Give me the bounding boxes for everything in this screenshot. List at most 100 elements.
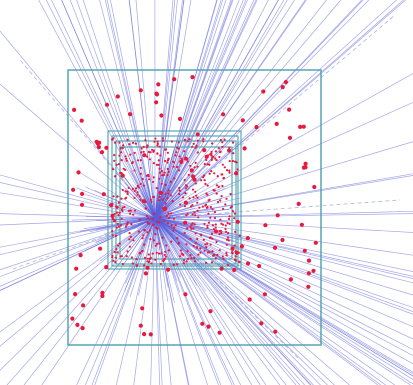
point xyxy=(205,261,208,264)
ray-line xyxy=(94,217,156,385)
point xyxy=(218,249,221,252)
point-large xyxy=(219,266,224,271)
point xyxy=(234,160,237,163)
point-large xyxy=(142,153,147,158)
point xyxy=(142,145,145,148)
point xyxy=(156,220,159,223)
point xyxy=(187,173,190,177)
point-large xyxy=(275,213,280,218)
point xyxy=(212,228,215,231)
point xyxy=(164,159,167,163)
ray-line xyxy=(154,0,174,219)
point-large xyxy=(172,77,177,82)
point xyxy=(139,166,142,170)
point-large xyxy=(70,316,75,321)
point xyxy=(214,257,217,260)
point xyxy=(206,224,209,227)
point xyxy=(155,163,158,166)
point xyxy=(212,155,215,158)
point xyxy=(142,184,145,187)
point xyxy=(179,203,182,206)
point xyxy=(115,226,118,229)
point xyxy=(191,213,194,216)
point xyxy=(120,159,123,162)
ray-line xyxy=(154,0,269,219)
ray-line-short xyxy=(120,158,156,219)
ray-line-short xyxy=(154,167,198,219)
ray-line xyxy=(154,0,370,219)
point xyxy=(148,158,151,161)
point xyxy=(162,219,165,222)
point xyxy=(126,190,129,193)
point xyxy=(172,229,175,232)
ray-line-short xyxy=(154,208,216,219)
point xyxy=(155,251,158,254)
point xyxy=(177,241,180,245)
point-large xyxy=(183,200,188,205)
point xyxy=(147,150,150,154)
point xyxy=(164,255,168,258)
ray-line-short xyxy=(79,172,156,219)
point xyxy=(191,145,194,148)
point-large xyxy=(104,145,109,150)
inner-box xyxy=(111,135,239,267)
point xyxy=(116,222,119,225)
point xyxy=(161,236,164,239)
ray-line xyxy=(154,217,413,375)
point xyxy=(138,218,141,221)
point xyxy=(158,252,161,255)
ray-line-short xyxy=(154,197,241,219)
point xyxy=(156,140,159,143)
ray-line xyxy=(0,217,156,277)
point-large xyxy=(259,321,264,326)
ray-line xyxy=(69,0,156,219)
point xyxy=(143,229,146,232)
point-large xyxy=(79,202,85,207)
point-large xyxy=(166,267,171,272)
point xyxy=(178,186,181,190)
point xyxy=(167,212,170,215)
point xyxy=(139,182,142,186)
point xyxy=(131,262,134,265)
point-large xyxy=(96,145,101,150)
point xyxy=(186,140,189,143)
ray-line xyxy=(38,0,156,219)
point xyxy=(198,206,201,209)
point xyxy=(122,144,125,147)
point-large xyxy=(296,201,301,206)
point xyxy=(161,198,164,201)
point xyxy=(114,175,117,178)
point xyxy=(172,217,175,220)
point xyxy=(208,163,211,166)
point xyxy=(161,174,164,177)
point xyxy=(236,168,239,171)
point xyxy=(119,147,122,150)
ray-line-short xyxy=(154,217,207,292)
point xyxy=(116,244,120,247)
ray-line xyxy=(154,0,404,219)
ray-line-short xyxy=(116,217,156,234)
ray-line-short xyxy=(154,200,210,219)
ray-line-short xyxy=(154,217,197,226)
point xyxy=(210,154,213,157)
point xyxy=(189,225,192,228)
point xyxy=(124,225,127,228)
point xyxy=(158,167,161,170)
point xyxy=(113,212,116,215)
point xyxy=(193,223,196,226)
point xyxy=(152,180,155,183)
ray-line xyxy=(154,0,234,219)
point xyxy=(186,257,190,260)
point xyxy=(121,146,124,150)
point xyxy=(194,146,197,149)
point-large xyxy=(183,156,189,161)
point xyxy=(121,262,124,266)
point-large xyxy=(138,323,143,328)
point xyxy=(116,195,119,198)
point xyxy=(233,212,236,215)
point-large xyxy=(128,112,133,117)
point xyxy=(182,259,186,262)
point xyxy=(131,141,135,144)
point xyxy=(221,163,224,166)
ray-line xyxy=(154,217,312,385)
